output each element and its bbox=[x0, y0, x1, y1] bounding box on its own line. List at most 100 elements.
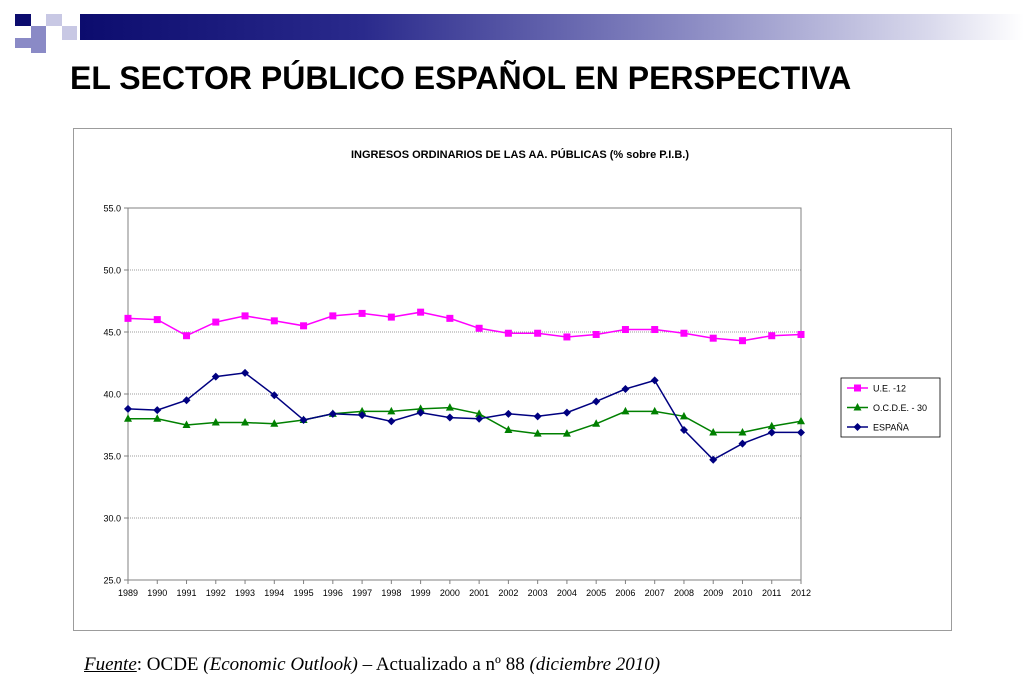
y-tick-label: 45.0 bbox=[103, 328, 121, 338]
slide-title: EL SECTOR PÚBLICO ESPAÑOL EN PERSPECTIVA bbox=[70, 60, 852, 96]
source-publication: (Economic Outlook) bbox=[203, 654, 358, 675]
series-1-point bbox=[738, 337, 746, 345]
series-3-point bbox=[328, 409, 337, 418]
series-3-point bbox=[270, 391, 279, 400]
series-3-point bbox=[738, 439, 747, 448]
series-2-point bbox=[211, 418, 220, 426]
series-1-point bbox=[563, 333, 571, 341]
x-tick-label: 2004 bbox=[557, 588, 577, 598]
x-tick-label: 2005 bbox=[586, 588, 606, 598]
x-tick-label: 1990 bbox=[147, 588, 167, 598]
series-2-point bbox=[182, 420, 191, 428]
series-1-point bbox=[768, 332, 776, 340]
series-3-point bbox=[241, 368, 250, 377]
decor-square-light-2 bbox=[62, 26, 77, 40]
series-2-point bbox=[533, 429, 542, 437]
series-2-point bbox=[738, 427, 747, 436]
series-3-point bbox=[153, 406, 162, 415]
x-tick-label: 1991 bbox=[177, 588, 197, 598]
plot-area-border bbox=[127, 207, 802, 581]
x-tick-label: 2012 bbox=[791, 588, 811, 598]
series-2-point bbox=[650, 406, 659, 415]
series-2-point bbox=[270, 419, 279, 427]
series-line-1 bbox=[127, 311, 802, 342]
y-tick-label: 40.0 bbox=[103, 390, 121, 400]
x-tick-label: 1994 bbox=[264, 588, 284, 598]
series-1-point bbox=[417, 308, 425, 316]
series-2-point bbox=[241, 418, 250, 426]
x-tick-label: 1997 bbox=[352, 588, 372, 598]
series-1-point bbox=[153, 316, 161, 324]
legend-marker bbox=[853, 403, 862, 411]
x-tick-label: 1989 bbox=[118, 588, 138, 598]
title-band bbox=[80, 14, 1024, 40]
series-1-point bbox=[651, 326, 659, 334]
series-2-point bbox=[358, 406, 367, 415]
chart-frame: INGRESOS ORDINARIOS DE LAS AA. PÚBLICAS … bbox=[73, 128, 952, 631]
x-tick-label: 2001 bbox=[469, 588, 489, 598]
series-2-point bbox=[504, 425, 513, 433]
y-tick-label: 50.0 bbox=[103, 266, 121, 276]
series-2-point bbox=[592, 419, 601, 427]
series-2-point bbox=[679, 411, 688, 420]
series-1-point bbox=[329, 312, 337, 320]
series-3-point bbox=[650, 376, 659, 385]
source-org: OCDE bbox=[146, 654, 204, 675]
series-3-point bbox=[709, 455, 718, 464]
series-3-point bbox=[358, 411, 367, 420]
series-2-point bbox=[475, 409, 484, 417]
series-1-point bbox=[124, 314, 132, 322]
series-1-point bbox=[534, 329, 542, 337]
series-3-point bbox=[562, 408, 571, 417]
series-1-point bbox=[387, 313, 395, 321]
series-1-point bbox=[270, 317, 278, 325]
decor-square-light bbox=[46, 14, 62, 26]
series-1-point bbox=[475, 324, 483, 332]
y-tick-label: 30.0 bbox=[103, 514, 121, 524]
series-3-point bbox=[416, 408, 425, 417]
x-tick-label: 2010 bbox=[732, 588, 752, 598]
source-date: (diciembre 2010) bbox=[529, 654, 661, 675]
series-3-point bbox=[592, 397, 601, 406]
series-3-point bbox=[387, 417, 396, 426]
x-tick-label: 1996 bbox=[323, 588, 343, 598]
series-3-point bbox=[533, 412, 542, 421]
x-tick-label: 2009 bbox=[703, 588, 723, 598]
series-3-point bbox=[124, 404, 132, 413]
x-tick-label: 2007 bbox=[645, 588, 665, 598]
x-tick-label: 1993 bbox=[235, 588, 255, 598]
x-tick-label: 2011 bbox=[762, 588, 781, 598]
series-3-point bbox=[182, 396, 191, 405]
series-3-point bbox=[475, 414, 484, 423]
series-1-point bbox=[709, 334, 717, 342]
source-update-note: – Actualizado a nº 88 bbox=[357, 654, 530, 675]
series-3-point bbox=[299, 416, 308, 425]
legend-label: O.C.D.E. - 30 bbox=[873, 403, 927, 413]
x-tick-label: 1995 bbox=[294, 588, 314, 598]
source-note: Fuente: OCDE (Economic Outlook) – Actual… bbox=[84, 654, 660, 676]
series-2-point bbox=[621, 406, 630, 415]
series-3-point bbox=[445, 413, 454, 422]
line-chart: INGRESOS ORDINARIOS DE LAS AA. PÚBLICAS … bbox=[103, 148, 941, 598]
decor-square-mid-2 bbox=[15, 38, 31, 48]
decor-square-mid-3 bbox=[31, 40, 46, 53]
series-3-point bbox=[797, 428, 805, 437]
y-tick-label: 55.0 bbox=[103, 204, 121, 214]
x-tick-label: 2003 bbox=[528, 588, 548, 598]
series-1-point bbox=[446, 314, 454, 322]
x-tick-label: 2006 bbox=[615, 588, 635, 598]
series-3-point bbox=[211, 372, 220, 381]
series-1-point bbox=[212, 318, 220, 326]
series-1-point bbox=[358, 309, 366, 317]
series-line-3 bbox=[127, 372, 801, 461]
series-1-point bbox=[592, 330, 600, 338]
series-1-point bbox=[183, 332, 191, 340]
legend-label: ESPAÑA bbox=[873, 423, 909, 433]
series-2-point bbox=[416, 404, 425, 412]
x-tick-label: 1992 bbox=[206, 588, 226, 598]
series-2-point bbox=[767, 421, 776, 430]
series-1-point bbox=[797, 330, 805, 338]
legend-marker bbox=[854, 384, 861, 392]
y-tick-label: 25.0 bbox=[103, 576, 121, 586]
series-1-point bbox=[300, 322, 308, 330]
